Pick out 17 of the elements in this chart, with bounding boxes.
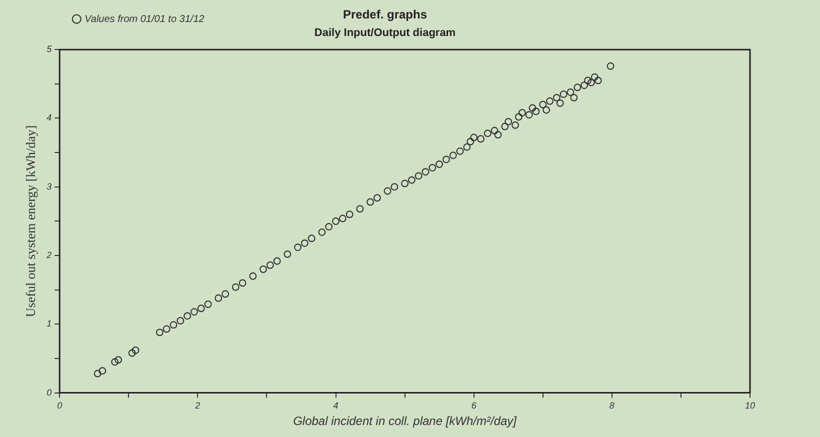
y-tick-label: 2 [46,250,52,260]
x-tick-label: 8 [609,400,614,411]
chart-title: Predef. graphs [342,8,428,22]
y-tick-label: 5 [46,44,53,54]
y-tick-label: 4 [46,112,52,123]
x-axis-title: Global incident in coll. plane [kWh/m²/day] [293,414,518,428]
y-tick-label: 3 [46,181,52,192]
y-axis-title: Useful out system energy [kWh/day] [23,125,38,318]
y-tick-label: 1 [46,318,52,329]
x-tick-label: 4 [333,400,338,411]
x-tick-label: 6 [471,400,476,411]
x-tick-label: 0 [57,400,62,411]
x-tick-label: 2 [194,400,200,411]
chart-subtitle: Daily Input/Output diagram [314,27,456,40]
legend-label: Values from 01/01 to 31/12 [84,14,205,25]
x-tick-label: 10 [744,400,756,411]
y-tick-label: 0 [46,387,52,398]
